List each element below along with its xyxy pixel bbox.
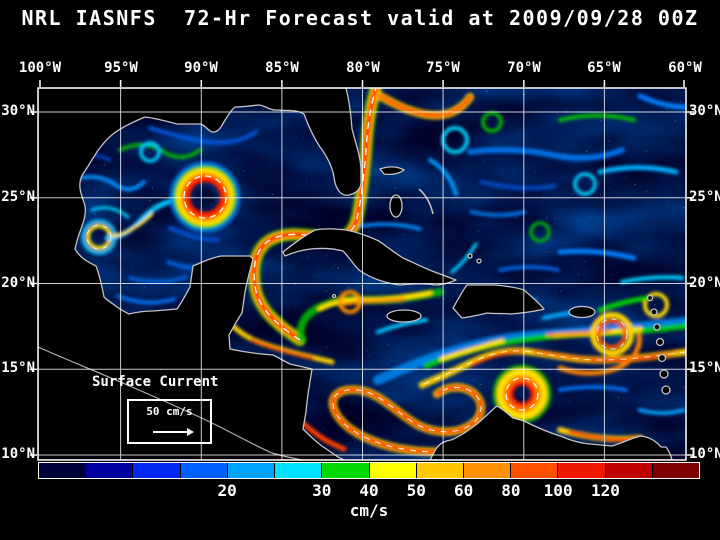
land xyxy=(38,88,673,460)
lat-label-right: 10°N xyxy=(689,446,720,462)
colorbar-tick: 50 xyxy=(406,481,426,500)
grand-bahama xyxy=(379,166,405,176)
lesser-antilles xyxy=(646,294,671,395)
lon-label: 80°W xyxy=(346,60,380,76)
colorbar-tick-labels: 20 30 40 50 60 80 100 120 xyxy=(38,481,700,500)
cayman xyxy=(331,293,337,299)
lon-label: 90°W xyxy=(184,60,218,76)
colorbar-segment xyxy=(133,463,181,478)
colorbar-tick: 20 xyxy=(217,481,237,500)
colorbar-segment xyxy=(652,463,700,478)
reference-vector-box: 50 cm/s xyxy=(127,399,212,444)
reference-arrow-icon xyxy=(152,428,194,436)
lon-label: 65°W xyxy=(587,60,621,76)
lat-label-left: 30°N xyxy=(1,103,35,119)
eleuthera xyxy=(418,188,434,215)
map-frame xyxy=(37,87,687,461)
lat-label-right: 25°N xyxy=(689,189,720,205)
lat-label-left: 25°N xyxy=(1,189,35,205)
hispaniola xyxy=(452,284,545,319)
reference-vector-label: 50 cm/s xyxy=(146,405,193,418)
lon-label: 100°W xyxy=(18,60,62,76)
lon-label: 95°W xyxy=(104,60,138,76)
colorbar-tick: 80 xyxy=(501,481,521,500)
page-title: NRL IASNFS 72-Hr Forecast valid at 2009/… xyxy=(21,6,699,30)
lon-label: 70°W xyxy=(507,60,541,76)
colorbar xyxy=(38,462,700,479)
lat-label-left: 20°N xyxy=(1,275,35,291)
colorbar-segment xyxy=(558,463,606,478)
field-label: Surface Current xyxy=(92,374,219,390)
grid xyxy=(38,88,686,460)
south-america xyxy=(429,405,673,460)
lat-label-left: 10°N xyxy=(1,446,35,462)
colorbar-segment xyxy=(369,463,417,478)
colorbar-segment xyxy=(416,463,464,478)
colorbar-segment xyxy=(463,463,512,478)
colorbar-segment xyxy=(227,463,276,478)
colorbar-tick: 100 xyxy=(543,481,573,500)
colorbar-segment xyxy=(275,463,323,478)
north-central-america xyxy=(38,88,362,460)
axis-ticks xyxy=(30,80,694,456)
colorbar-segment xyxy=(180,463,228,478)
colorbar-units: cm/s xyxy=(349,501,389,520)
lat-label-right: 20°N xyxy=(689,275,720,291)
colorbar-segment xyxy=(39,463,87,478)
colorbar-tick: 120 xyxy=(590,481,620,500)
lat-label-right: 30°N xyxy=(689,103,720,119)
colorbar-segment xyxy=(322,463,370,478)
lat-label-left: 15°N xyxy=(1,360,35,376)
lon-label: 75°W xyxy=(426,60,460,76)
colorbar-tick: 60 xyxy=(453,481,474,500)
colorbar-tick: 30 xyxy=(312,481,332,500)
colorbar-tick: 40 xyxy=(359,481,379,500)
lat-label-right: 15°N xyxy=(689,360,720,376)
andros xyxy=(389,194,403,218)
colorbar-segment xyxy=(86,463,134,478)
puerto-rico xyxy=(568,305,596,319)
lon-label: 60°W xyxy=(668,60,702,76)
lon-label: 85°W xyxy=(265,60,299,76)
jamaica xyxy=(386,309,422,323)
colorbar-segment xyxy=(605,463,653,478)
colorbar-segment xyxy=(511,463,559,478)
